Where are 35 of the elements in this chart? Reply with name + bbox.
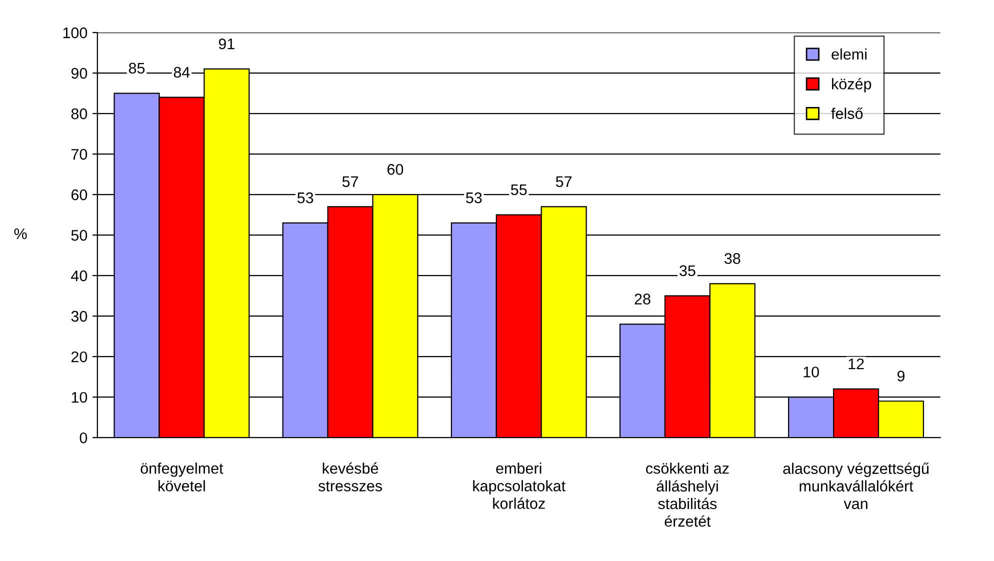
data-label: 57	[342, 176, 358, 188]
y-tick-label: 60	[71, 189, 88, 200]
y-tick-label: 50	[71, 230, 88, 241]
x-tick-label: csökkenti az álláshelyi stabilitás érzetét	[646, 462, 729, 527]
x-tick-label: önfegyelmet követel	[140, 462, 224, 492]
data-label: 10	[804, 366, 819, 378]
data-label: 57	[556, 176, 572, 188]
y-tick-label: 80	[71, 108, 88, 120]
x-tick-label: kevésbé stresszes	[318, 462, 382, 492]
y-tick-label: 40	[71, 270, 88, 282]
data-label: 84	[174, 66, 190, 78]
data-label: 28	[634, 294, 650, 304]
y-axis-title: %	[14, 228, 27, 240]
data-label: 60	[388, 164, 404, 175]
x-tick-label: alacsony végzettségű munkavállalókért van	[783, 462, 929, 510]
y-tick-label: 100	[63, 27, 88, 38]
legend-label: közép	[832, 78, 872, 92]
data-label: 91	[218, 38, 234, 50]
data-label: 55	[510, 184, 527, 196]
y-tick-label: 20	[71, 351, 88, 362]
y-tick-label: 90	[71, 68, 88, 79]
x-tick-label: emberi kapcsolatokat korlátoz	[473, 462, 566, 509]
y-tick-label: 70	[71, 148, 88, 160]
data-label: 9	[897, 370, 905, 382]
data-label: 53	[466, 192, 482, 204]
legend-label: felső	[831, 108, 863, 119]
data-label: 85	[128, 62, 145, 74]
data-label: 38	[724, 253, 740, 264]
legend-label: elemi	[832, 48, 866, 60]
data-label: 12	[848, 358, 864, 370]
y-tick-label: 0	[80, 432, 88, 444]
data-label: 53	[297, 192, 314, 204]
y-tick-label: 10	[72, 392, 88, 403]
data-label: 35	[680, 265, 696, 276]
y-tick-label: 30	[71, 310, 88, 322]
